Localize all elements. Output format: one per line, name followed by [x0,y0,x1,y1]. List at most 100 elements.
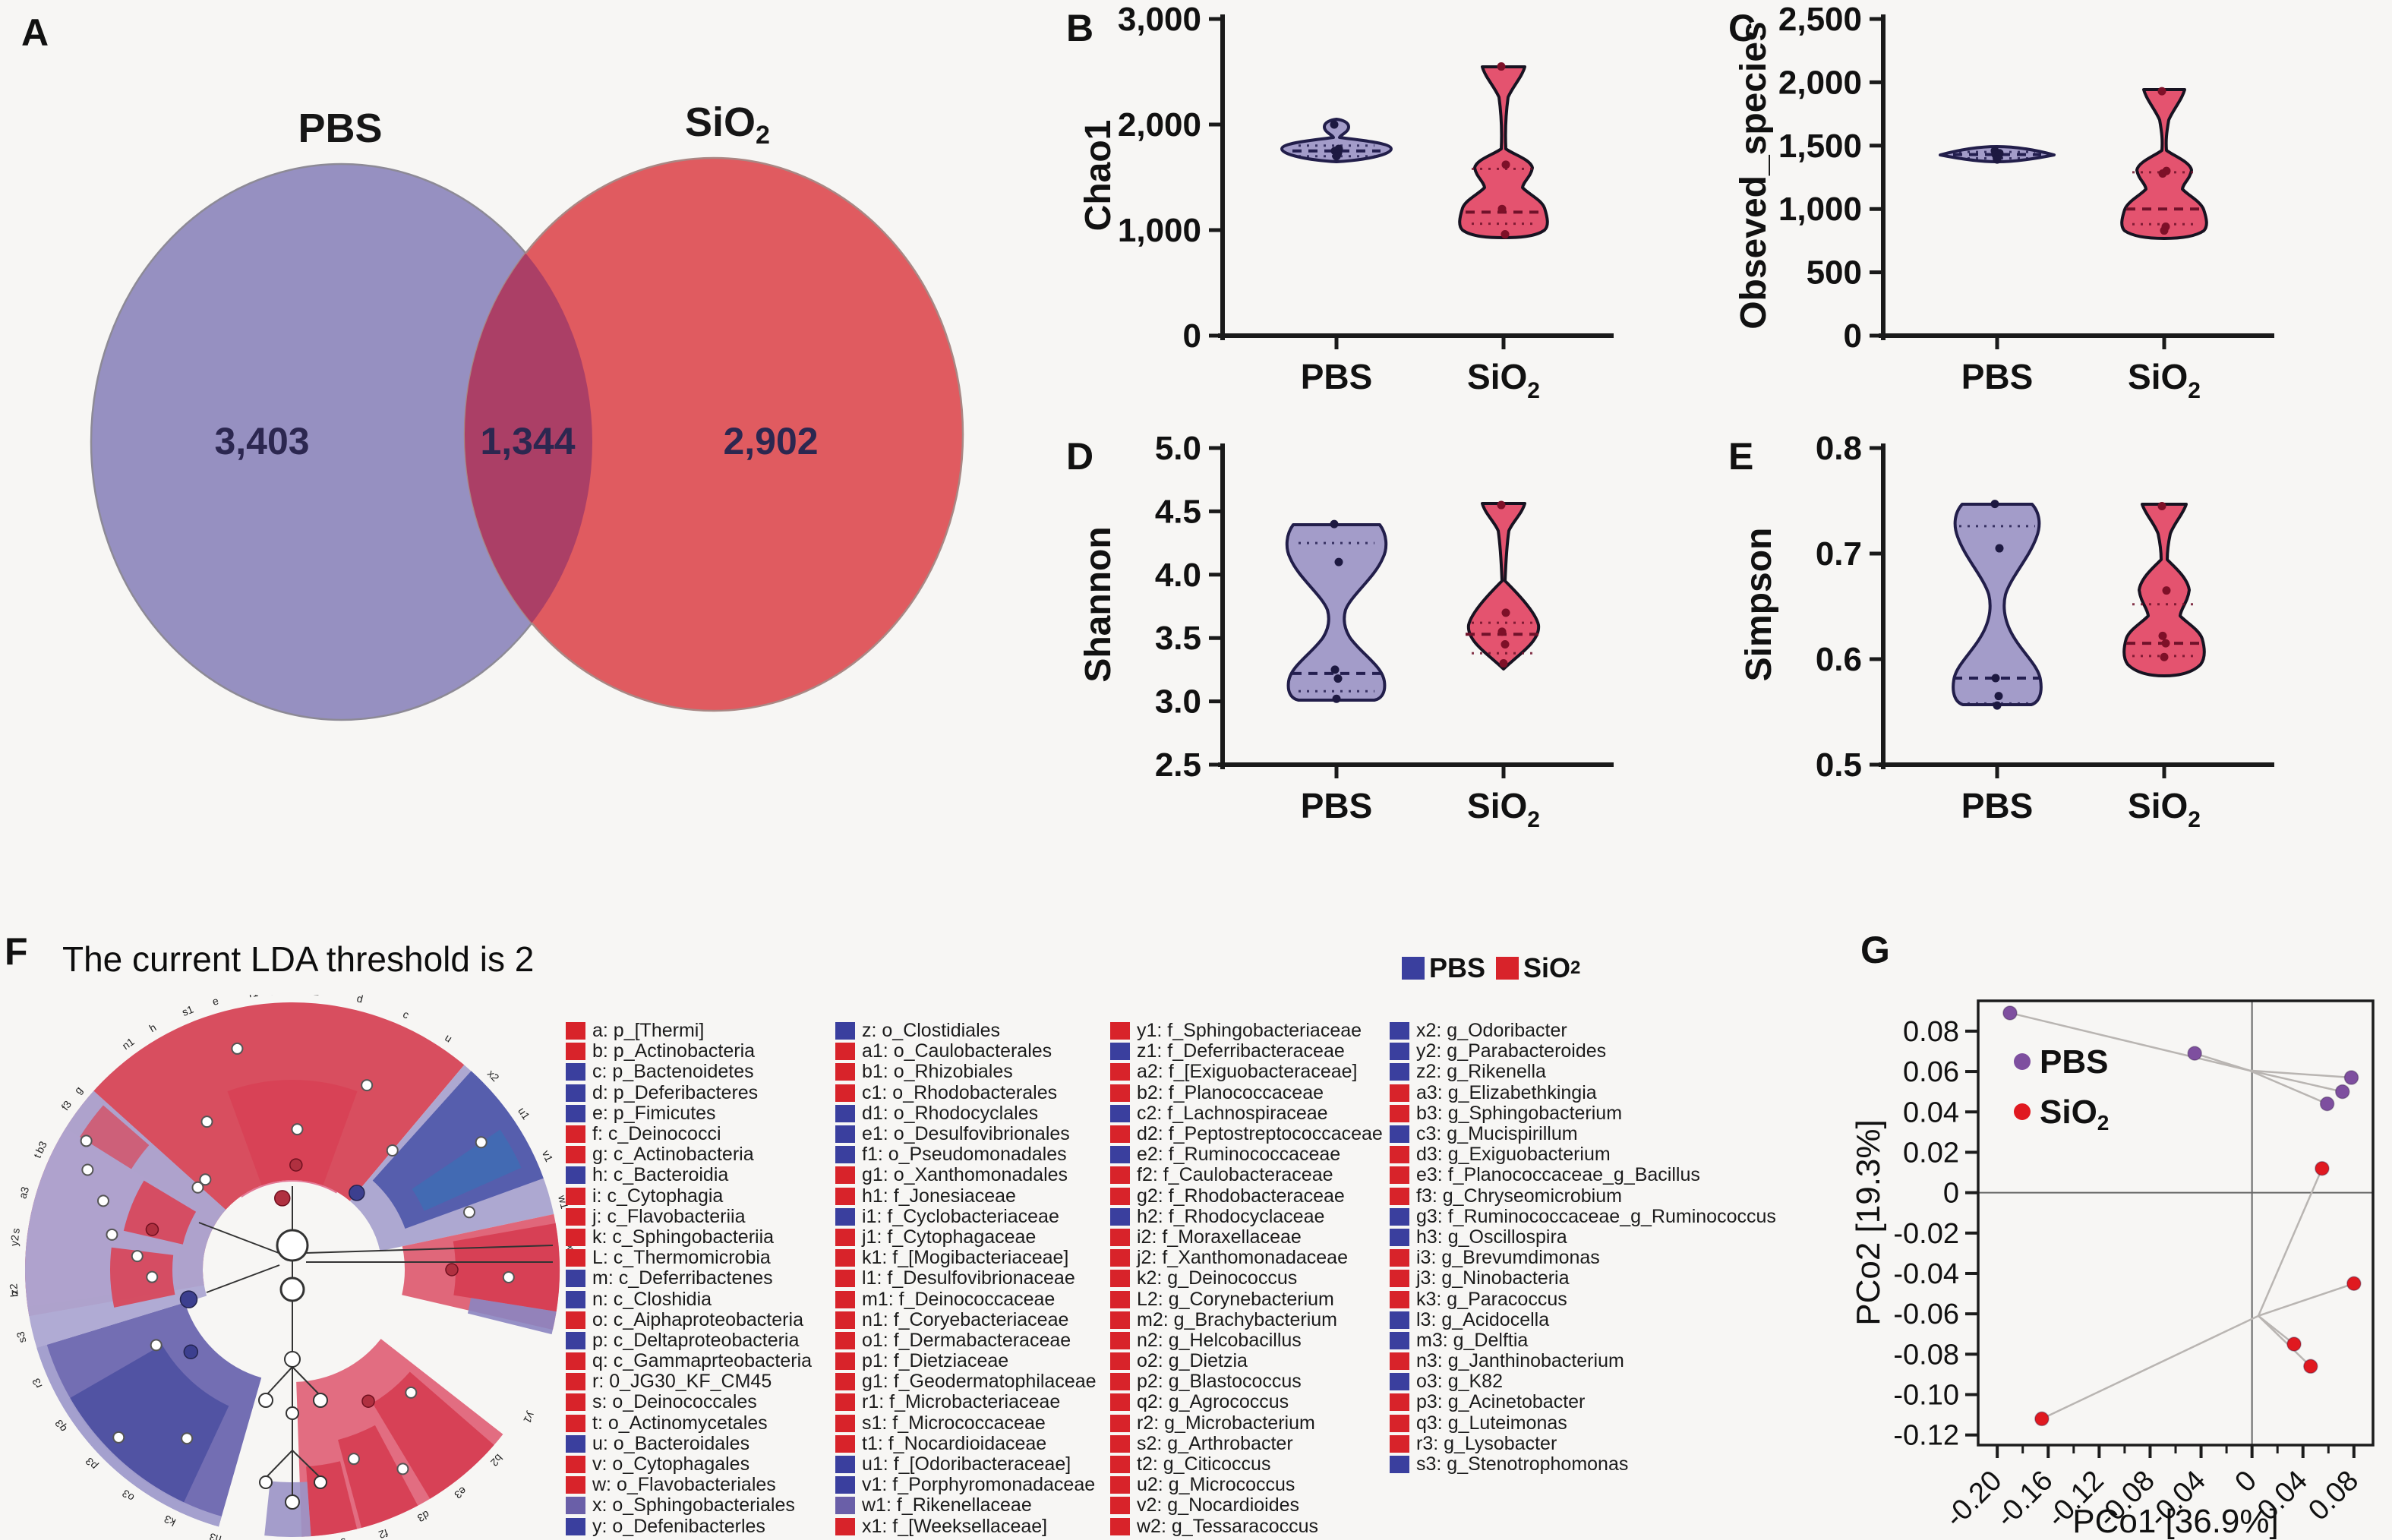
shannon-y-axis-title: Shannon [1078,526,1119,682]
taxon-color-swatch [835,1456,855,1474]
cladogram-rim-label: d3 [415,1508,431,1525]
y-tick-label: 3.5 [1155,620,1201,657]
taxon-label: r2: g_Microbacterium [1137,1412,1315,1434]
cladogram-node [361,1079,374,1092]
cladogram-node [80,1134,93,1147]
taxon-color-swatch [566,1434,585,1453]
taxon-label: y: o_Defenibacterles [592,1515,765,1537]
lefse-legend-row: m3: g_Delftia [1390,1330,1776,1351]
taxon-label: l1: f_Desulfovibrionaceae [862,1267,1075,1289]
taxon-color-swatch [1390,1434,1409,1453]
lefse-legend-row: u: o_Bacteroidales [566,1433,812,1454]
lefse-legend-row: i2: f_Moraxellaceae [1110,1226,1383,1248]
taxon-color-swatch [835,1104,855,1122]
x-tick-label: -0.20 [1939,1465,2009,1534]
lefse-legend-row: w2: g_Tessaracoccus [1110,1516,1383,1537]
lefse-legend-row: y: o_Defenibacterles [566,1516,812,1537]
lefse-legend-row: o3: g_K82 [1390,1371,1776,1392]
cladogram-rim-label: y1 [521,1409,538,1425]
lefse-legend-row: z2: g_Rikenella [1390,1061,1776,1082]
taxon-color-swatch [566,1352,585,1371]
taxon-color-swatch [1390,1166,1409,1185]
lefse-legend-row: b: p_Actinobacteria [566,1040,812,1062]
y-tick-label: 2,000 [1118,106,1201,144]
lefse-legend-row: b1: o_Rhizobiales [835,1061,1097,1082]
lefse-legend-row: h1: f_Jonesiaceae [835,1185,1097,1207]
lefse-legend-row: r1: f_Microbacteriaceae [835,1391,1097,1412]
venn-right-count: 2,902 [723,420,818,462]
data-point [1330,665,1340,674]
lefse-legend-row: j1: f_Cytophagaceae [835,1226,1097,1248]
lefse-legend-row: q: c_Gammaprteobacteria [566,1350,812,1371]
taxon-color-swatch [835,1414,855,1432]
taxon-label: l3: g_Acidocella [1416,1308,1550,1330]
pcoa-y-axis-title: PCo2 [19.3%] [1850,1119,1887,1326]
taxon-color-swatch [566,1311,585,1329]
lefse-legend-row: j2: f_Xanthomonadaceae [1110,1247,1383,1268]
taxon-label: a1: o_Caulobacterales [862,1040,1052,1062]
taxon-color-swatch [1390,1393,1409,1412]
data-point [2160,652,2169,661]
taxon-color-swatch [1390,1207,1409,1226]
lefse-legend-row: u2: g_Micrococcus [1110,1474,1383,1495]
taxon-label: x1: f_[Weeksellaceae] [862,1515,1048,1537]
cladogram-node [96,1194,109,1207]
taxon-label: j1: f_Cytophagaceae [862,1226,1037,1248]
taxon-color-swatch [566,1497,585,1515]
cladogram-node [396,1463,409,1475]
y-tick-label: 0.8 [1816,430,1862,467]
cladogram-rim-label: n3 [208,1531,223,1540]
taxon-label: s3: g_Stenotrophomonas [1416,1453,1629,1475]
cladogram-node [231,1042,244,1055]
cladogram-rim-label: y2 [8,1234,21,1247]
y-tick-label: -0.04 [1893,1258,1959,1290]
taxon-label: r: 0_JG30_KF_CM45 [592,1371,772,1393]
lefse-legend-column-2: z: o_Clostidiales a1: o_Caulobacterales b1… [835,1020,1097,1537]
lefse-legend-row: o: c_Aiphaproteobacteria [566,1309,812,1330]
cladogram-rim-label: r1 [248,995,260,999]
cladogram-rim-label: e [211,995,220,1008]
taxon-color-swatch [1390,1084,1409,1102]
taxon-label: L2: g_Corynebacterium [1137,1288,1334,1310]
taxon-color-swatch [1110,1434,1130,1453]
data-point [1330,519,1339,529]
lefse-legend-row: r3: g_Lysobacter [1390,1433,1776,1454]
taxon-color-swatch [566,1104,585,1122]
y-tick-label: 2,500 [1778,1,1862,38]
taxon-label: s2: g_Arthrobacter [1137,1432,1293,1454]
cladogram-sector [68,1345,229,1504]
x-tick-label: -0.16 [1990,1465,2059,1534]
taxon-label: k2: g_Deinococcus [1137,1267,1298,1289]
taxon-color-swatch [1110,1414,1130,1432]
venn-right-label-subscript: 2 [756,121,770,150]
taxon-color-swatch [835,1043,855,1061]
legend-color-swatch [1402,957,1425,980]
chao1-violin-plot: Chao1 0 1,000 2,000 3,000 PBS SiO2 [1078,1,1614,403]
taxon-label: o3: g_K82 [1416,1371,1503,1393]
chao1-y-axis-title: Chao1 [1078,120,1119,232]
y-tick-label: -0.02 [1893,1218,1959,1250]
taxon-color-swatch [566,1270,585,1288]
x-tick-label: 0.08 [2302,1465,2365,1527]
cladogram-nodes [80,1042,515,1475]
cladogram-rim-label: b3 [33,1139,49,1155]
cladogram-sector [467,1298,557,1335]
taxon-color-swatch [835,1063,855,1081]
lefse-legend-row: f: c_Deinococci [566,1123,812,1144]
lefse-legend-row: d3: g_Exiguobacterium [1390,1144,1776,1165]
lefse-legend-row: r: 0_JG30_KF_CM45 [566,1371,812,1392]
cladogram-node [150,1339,163,1352]
taxon-label: p1: f_Dietziaceae [862,1350,1009,1372]
shannon-pbs-violin [1285,523,1388,702]
taxon-color-swatch [835,1311,855,1329]
taxon-label: i1: f_Cyclobacteriaceae [862,1205,1059,1227]
pbs-data-point [2002,1005,2018,1021]
observed-y-axis-title: Obseved_species [1734,21,1774,330]
y-tick-label: -0.08 [1893,1339,1959,1371]
taxon-color-swatch [566,1043,585,1061]
taxon-label: d1: o_Rhodocyclales [862,1102,1039,1124]
cladogram-rim-label: r3 [30,1377,45,1390]
lefse-legend-row: q2: g_Agrococcus [1110,1391,1383,1412]
taxon-label: v: o_Cytophagales [592,1453,750,1475]
taxon-label: q3: g_Luteimonas [1416,1412,1567,1434]
